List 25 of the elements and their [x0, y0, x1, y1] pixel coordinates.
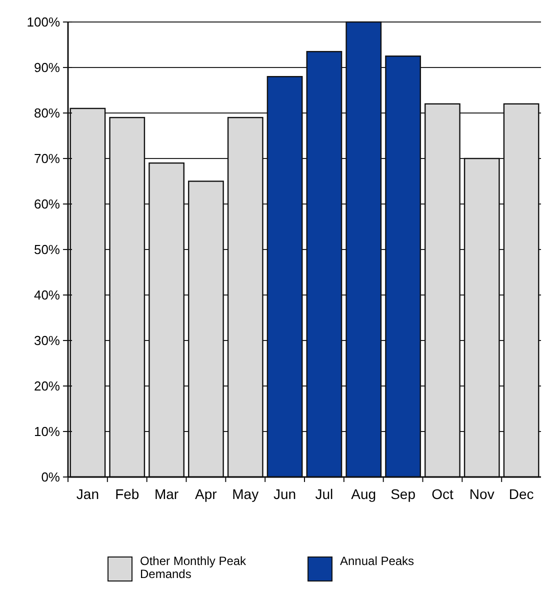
y-tick-label: 70% — [34, 151, 60, 166]
y-tick-label: 50% — [34, 242, 60, 258]
legend-label: Other Monthly Peak Demands — [140, 554, 248, 581]
y-tick-label: 30% — [34, 333, 60, 348]
y-tick-label: 90% — [34, 60, 60, 76]
y-tick-label: 20% — [34, 378, 60, 394]
x-tick-label: May — [232, 486, 259, 502]
x-tick-label: Feb — [115, 486, 140, 502]
x-tick-label: Jul — [315, 486, 334, 502]
y-tick-label: 100% — [26, 14, 60, 30]
y-tick-label: 10% — [34, 424, 60, 440]
x-tick-label: Apr — [195, 486, 218, 502]
y-tick-label: 0% — [41, 470, 60, 485]
x-tick-label: Nov — [469, 486, 494, 502]
y-tick-label: 40% — [34, 288, 60, 303]
x-tick-label: Dec — [508, 486, 534, 502]
x-tick-label: Aug — [351, 486, 376, 502]
x-tick-label: Mar — [154, 486, 179, 502]
y-tick-label: 80% — [34, 106, 60, 121]
legend-label: Annual Peaks — [340, 554, 416, 568]
x-tick-label: Jun — [274, 486, 296, 502]
y-tick-label: 60% — [34, 196, 60, 212]
x-tick-label: Oct — [432, 486, 454, 502]
x-tick-label: Sep — [390, 486, 416, 502]
x-tick-label: Jan — [76, 486, 99, 502]
